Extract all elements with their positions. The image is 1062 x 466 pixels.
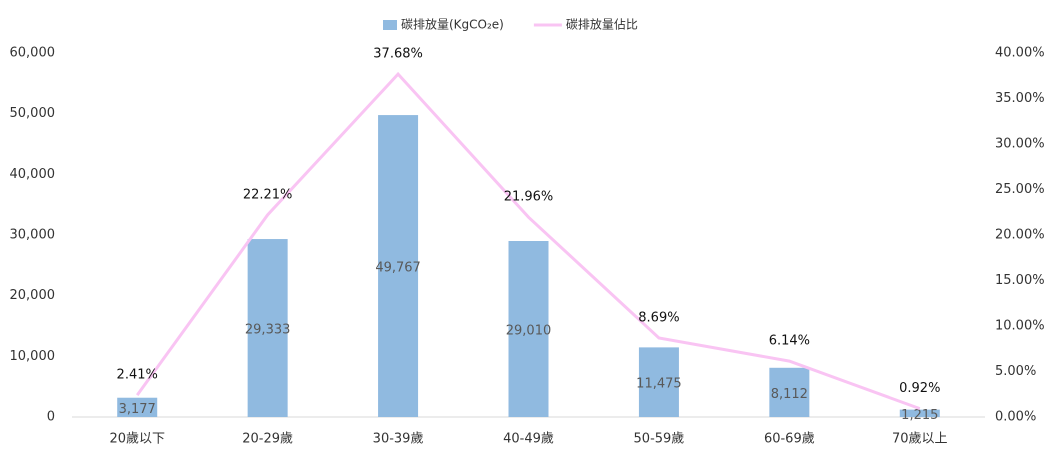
y2-tick-label: 20.00% <box>995 228 1045 243</box>
bar-value-label: 49,767 <box>375 261 421 276</box>
legend-label: 碳排放量(KgCO₂e) <box>401 17 504 32</box>
x-tick-label: 60-69歲 <box>764 432 815 447</box>
y-tick-label: 50,000 <box>10 106 56 121</box>
x-tick-label: 30-39歲 <box>373 432 424 447</box>
y-tick-label: 10,000 <box>10 349 56 364</box>
bar <box>117 397 158 417</box>
x-tick-label: 20-29歲 <box>242 432 293 447</box>
y2-tick-label: 30.00% <box>995 137 1045 152</box>
y2-tick-label: 25.00% <box>995 182 1045 197</box>
y2-tick-label: 0.00% <box>995 410 1036 425</box>
line-value-label: 8.69% <box>638 310 679 325</box>
line-value-label: 0.92% <box>899 381 940 396</box>
bar <box>899 409 940 417</box>
y2-tick-label: 35.00% <box>995 91 1045 106</box>
line-value-label: 2.41% <box>117 368 158 383</box>
x-tick-label: 70歲以上 <box>892 432 948 447</box>
line-value-label: 22.21% <box>243 187 293 202</box>
x-tick-label: 40-49歲 <box>503 432 554 447</box>
bar-value-label: 29,010 <box>506 324 552 339</box>
x-tick-label: 50-59歲 <box>634 432 685 447</box>
y-tick-label: 20,000 <box>10 288 56 303</box>
bar-value-label: 3,177 <box>119 402 156 417</box>
legend-swatch <box>383 20 397 30</box>
y-tick-label: 30,000 <box>10 228 56 243</box>
bar <box>247 239 288 417</box>
bar-value-label: 1,215 <box>901 408 938 423</box>
line-value-label: 37.68% <box>373 47 423 62</box>
line <box>135 71 921 411</box>
bar <box>508 241 549 417</box>
legend-label: 碳排放量佔比 <box>566 17 638 32</box>
line-value-label: 21.96% <box>504 190 554 205</box>
y-tick-label: 0 <box>47 410 55 425</box>
bar <box>769 367 810 417</box>
y2-tick-label: 15.00% <box>995 273 1045 288</box>
bar-value-label: 29,333 <box>245 323 291 338</box>
x-tick-label: 20歲以下 <box>109 432 165 447</box>
y-tick-label: 60,000 <box>10 46 56 61</box>
bar-value-label: 8,112 <box>771 387 808 402</box>
bar <box>638 347 679 417</box>
y-tick-label: 40,000 <box>10 167 56 182</box>
line-value-label: 6.14% <box>769 334 810 349</box>
bar <box>378 115 419 417</box>
bar-value-label: 11,475 <box>636 377 682 392</box>
y2-tick-label: 40.00% <box>995 46 1045 61</box>
y2-tick-label: 10.00% <box>995 319 1045 334</box>
y2-tick-label: 5.00% <box>995 364 1036 379</box>
